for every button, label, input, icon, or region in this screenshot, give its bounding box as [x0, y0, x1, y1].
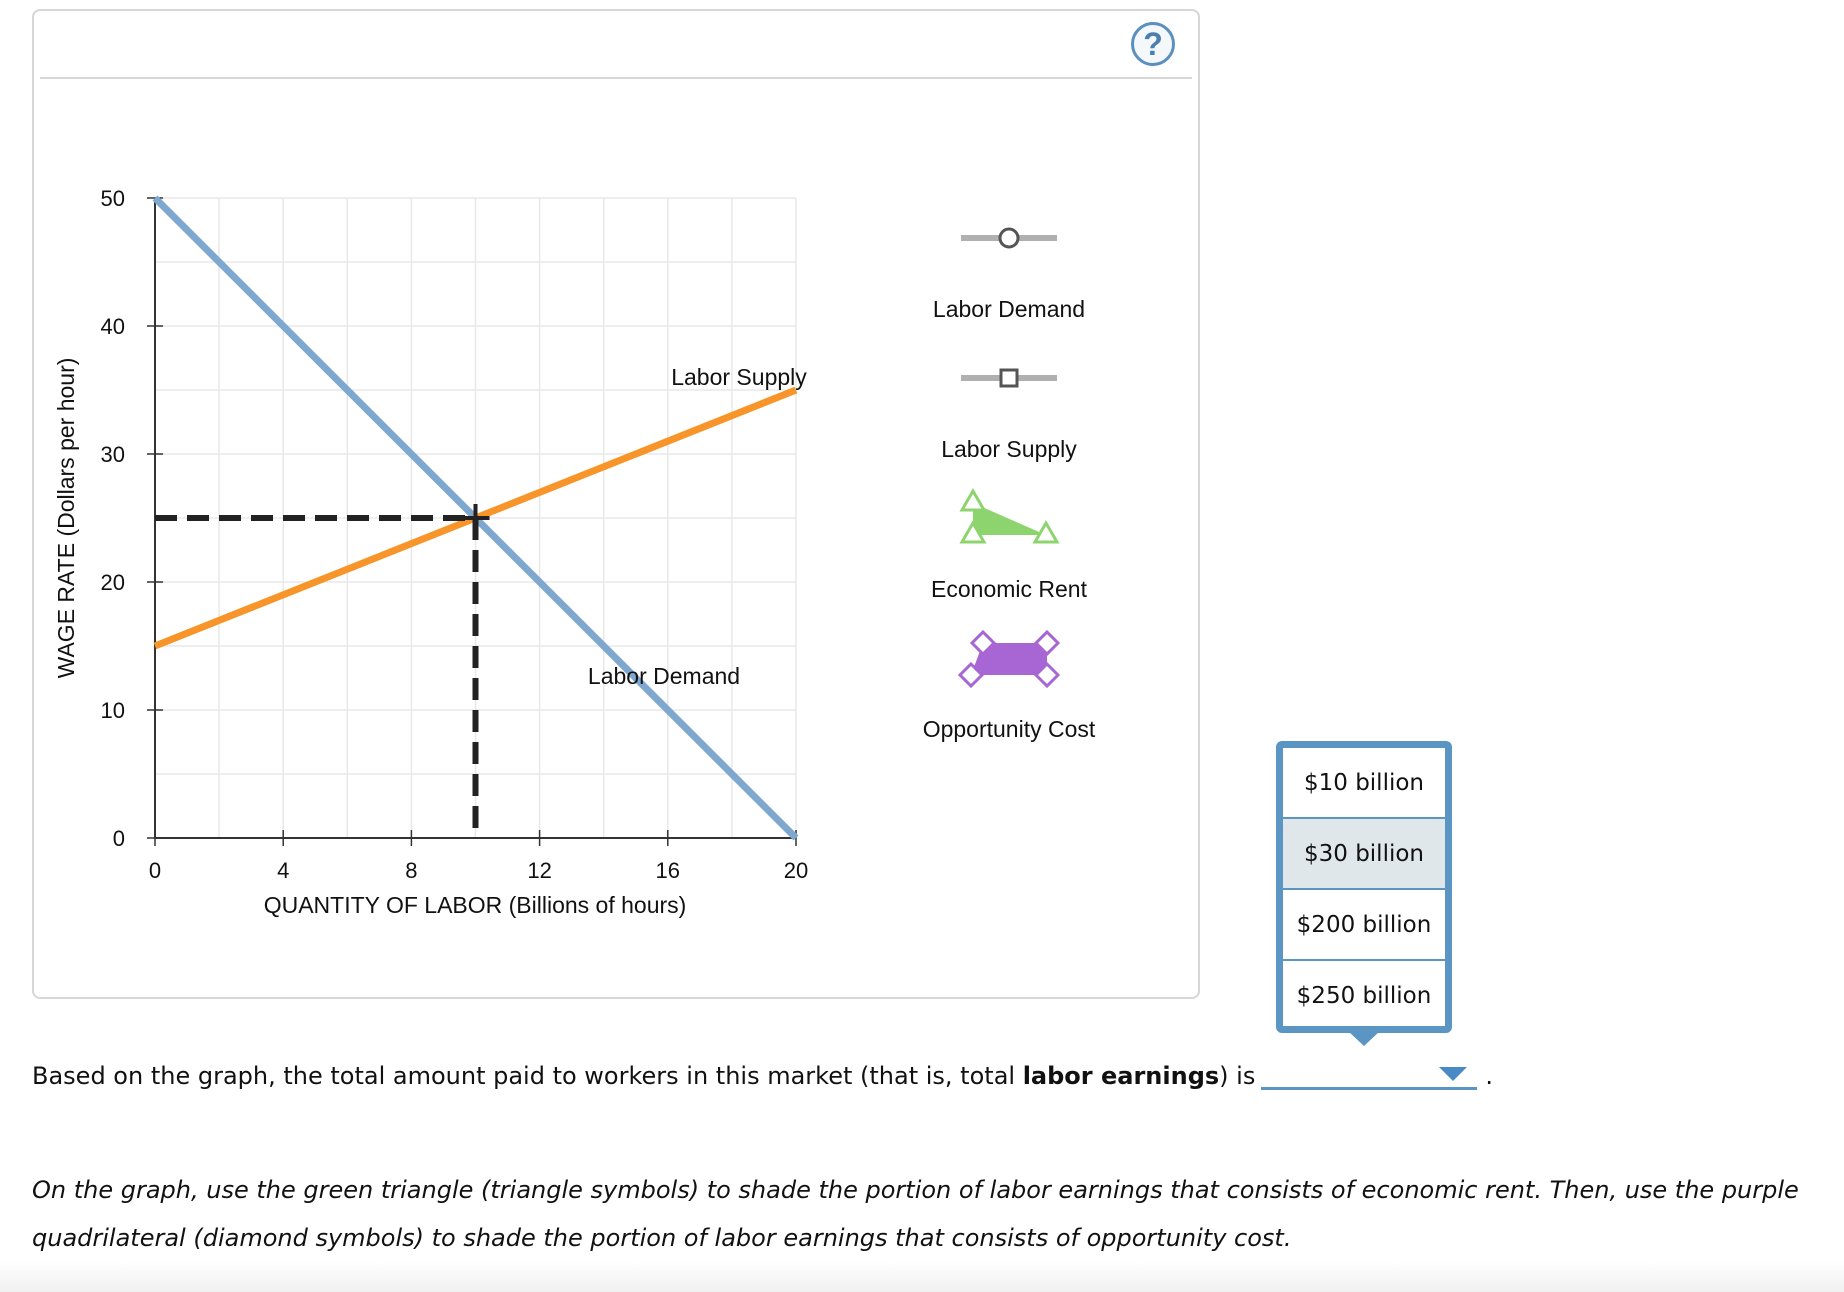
x-tick-label: 0: [149, 858, 161, 883]
x-tick-label: 4: [277, 858, 289, 883]
panel-header-divider: [40, 77, 1192, 79]
chevron-down-icon[interactable]: [1439, 1067, 1468, 1081]
diamond-handle-icon: [969, 629, 997, 657]
dropdown-option[interactable]: $250 billion: [1296, 982, 1432, 1009]
axes: 0 4 8 12 16 20 0 10 20 30 40 50: [101, 186, 809, 883]
curves: [152, 195, 799, 841]
green-triangle-icon: [973, 503, 1046, 535]
instruction-line-1: On the graph, use the green triangle (tr…: [32, 1176, 1799, 1204]
triangle-handle-icon: [959, 520, 987, 544]
dropdown-option[interactable]: $10 billion: [1283, 748, 1445, 819]
question-after: ) is: [1219, 1062, 1256, 1090]
legend-economic-rent: Economic Rent: [931, 576, 1087, 602]
labor-market-chart[interactable]: 0 4 8 12 16 20 0 10 20 30 40 50 QUANTITY OF LABOR (…: [0, 0, 1844, 1000]
x-axis-label: QUANTITY OF LABOR (Billions of hours): [264, 892, 687, 918]
earnings-select[interactable]: [1261, 1057, 1478, 1090]
line-circle-icon: [998, 227, 1020, 249]
footer-fade: [0, 1262, 1844, 1292]
y-tick-label: 20: [101, 570, 125, 595]
x-tick-label: 20: [784, 858, 808, 883]
line-square-icon: [999, 368, 1019, 388]
purple-quadrilateral-icon: [971, 643, 1047, 675]
triangle-handle-icon: [959, 488, 987, 512]
x-tick-label: 16: [656, 858, 680, 883]
y-tick-label: 10: [101, 698, 125, 723]
labor-supply-curve-label: Labor Supply: [671, 364, 807, 390]
dropdown-option[interactable]: $30 billion: [1283, 819, 1445, 890]
dropdown-option[interactable]: $200 billion: [1283, 890, 1445, 961]
x-tick-label: 8: [405, 858, 417, 883]
question-before: Based on the graph, the total amount pai…: [32, 1062, 1023, 1090]
y-tick-label: 30: [101, 442, 125, 467]
dropdown-pointer: [1348, 1031, 1380, 1046]
diamond-handle-icon: [957, 661, 985, 689]
legend-labor-supply: Labor Supply: [941, 436, 1077, 462]
x-tick-label: 12: [527, 858, 551, 883]
instruction-line-2: quadrilateral (diamond symbols) to shade…: [32, 1224, 1292, 1252]
legend-opportunity-cost: Opportunity Cost: [922, 716, 1096, 742]
triangle-handle-icon: [1032, 520, 1060, 544]
earnings-dropdown-menu[interactable]: $10 billion $30 billion $200 billion $25…: [1276, 741, 1452, 1033]
help-icon[interactable]: ?: [1131, 22, 1175, 66]
y-tick-label: 0: [113, 826, 125, 851]
y-axis-label: WAGE RATE (Dollars per hour): [53, 358, 79, 679]
y-tick-label: 50: [101, 186, 125, 211]
question-end: .: [1485, 1062, 1493, 1090]
y-tick-label: 40: [101, 314, 125, 339]
labor-demand-curve-label: Labor Demand: [588, 663, 740, 689]
graph-panel: [32, 9, 1200, 999]
question-bold: labor earnings: [1022, 1062, 1220, 1090]
legend-labor-demand: Labor Demand: [932, 296, 1086, 322]
diamond-handle-icon: [1033, 629, 1061, 657]
question-text: Based on the graph, the total amount pai…: [32, 1057, 1493, 1090]
diamond-handle-icon: [1033, 661, 1061, 689]
equilibrium-crosshair: [461, 504, 490, 532]
